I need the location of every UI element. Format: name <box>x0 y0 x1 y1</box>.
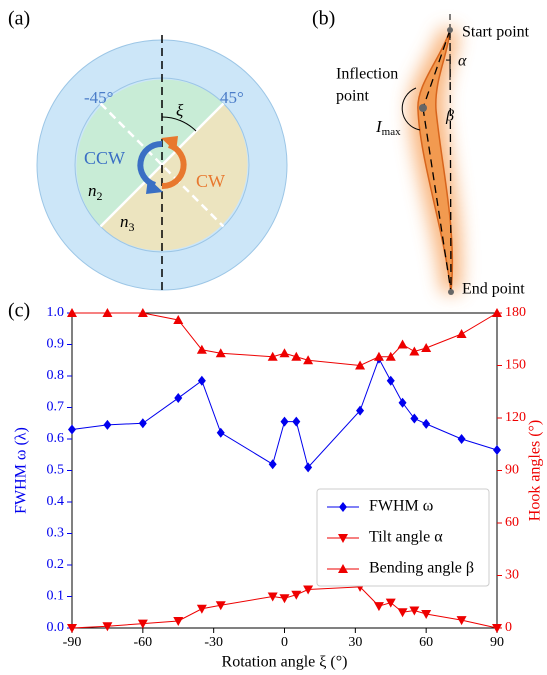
marker <box>458 434 466 444</box>
marker <box>493 445 501 455</box>
n3-sub: 3 <box>129 220 135 234</box>
marker <box>280 594 290 603</box>
series-line <box>72 587 497 628</box>
end-label: End point <box>462 281 525 298</box>
marker <box>197 605 207 614</box>
marker <box>303 355 313 364</box>
marker <box>269 459 277 469</box>
y-tick-label: 0.0 <box>47 620 65 635</box>
marker <box>457 329 467 338</box>
marker <box>139 418 147 428</box>
angle-label: 45° <box>220 88 244 107</box>
marker <box>409 347 419 356</box>
y-tick-label: 0.4 <box>47 494 65 509</box>
y-tick-label: 0.9 <box>47 337 65 352</box>
marker <box>398 608 408 617</box>
panel-label: (c) <box>8 300 30 322</box>
y-tick-label: 0.3 <box>47 526 65 541</box>
start-label: Start point <box>462 24 530 41</box>
marker <box>387 376 395 386</box>
y-tick-label: 1.0 <box>47 305 65 320</box>
y-tick-label: 0.7 <box>47 400 65 415</box>
x-tick-label: 60 <box>419 635 433 650</box>
n2-base: n <box>88 181 97 200</box>
figure: (a) -45° 45° ξ CCW CW n2 n3 (b) Start po… <box>0 0 547 675</box>
marker <box>422 419 430 429</box>
start-dot <box>447 27 453 33</box>
marker <box>303 586 313 595</box>
marker <box>291 352 301 361</box>
marker <box>291 591 301 600</box>
marker <box>174 393 182 403</box>
beta-label: β <box>445 108 454 125</box>
y2-tick-label: 120 <box>505 410 526 425</box>
y-tick-label: 0.8 <box>47 368 65 383</box>
alpha-label: α <box>458 53 467 70</box>
inflection-label: Inflection <box>336 66 398 83</box>
y2-tick-label: 180 <box>505 305 526 320</box>
n3-base: n <box>120 212 129 231</box>
marker <box>281 417 289 427</box>
marker <box>103 420 111 430</box>
series-line <box>72 313 497 366</box>
angle-label: -45° <box>84 88 113 107</box>
chart: -90 -60 -30 0 30 60 90 0.0 0.1 0.2 0.3 0.4 0.5 0.6 0.7… <box>13 305 544 670</box>
marker <box>374 602 384 611</box>
cw-label: CW <box>196 171 225 191</box>
y-tick-label: 0.1 <box>47 589 65 604</box>
legend-label: FWHM ω <box>369 498 433 515</box>
x-tick-label: -90 <box>63 635 82 650</box>
panel-label: (b) <box>312 8 335 30</box>
y2-tick-label: 60 <box>505 515 519 530</box>
ccw-label: CCW <box>84 148 125 168</box>
y2-axis-label: Hook angles (°) <box>527 420 544 521</box>
marker <box>68 425 76 435</box>
xi-label: ξ <box>176 101 184 120</box>
y2-tick-label: 150 <box>505 358 526 373</box>
x-tick-label: -30 <box>204 635 223 650</box>
marker <box>280 348 290 357</box>
y-axis-label: FWHM ω (λ) <box>13 427 30 514</box>
x-axis-label: Rotation angle ξ (°) <box>222 654 348 671</box>
marker <box>386 599 396 608</box>
panel-a: (a) -45° 45° ξ CCW CW n2 n3 <box>8 8 287 292</box>
imax-label: Imax <box>375 117 401 138</box>
y2-tick-label: 0 <box>505 620 512 635</box>
x-tick-label: 0 <box>281 635 288 650</box>
marker <box>398 340 408 349</box>
x-tick-label: 90 <box>490 635 504 650</box>
marker <box>217 428 225 438</box>
y-tick-label: 0.6 <box>47 431 65 446</box>
x-tick-label: 30 <box>348 635 362 650</box>
inflection-dot <box>419 104 427 112</box>
inflection-label: point <box>336 88 369 105</box>
y2-tick-label: 30 <box>505 568 519 583</box>
panel-label: (a) <box>8 8 30 30</box>
imax-sub: max <box>382 126 401 138</box>
panel-b: (b) Start point Inflection point α β Ima… <box>312 8 530 298</box>
legend-label: Bending angle β <box>369 560 474 577</box>
end-dot <box>448 289 454 295</box>
marker <box>421 343 431 352</box>
series-line <box>72 359 497 468</box>
x-tick-label: -60 <box>133 635 152 650</box>
legend-label: Tilt angle α <box>369 529 443 546</box>
marker <box>292 417 300 427</box>
y2-tick-label: 90 <box>505 463 519 478</box>
y-tick-label: 0.5 <box>47 463 65 478</box>
n2-sub: 2 <box>97 189 103 203</box>
y-tick-label: 0.2 <box>47 557 65 572</box>
marker <box>198 376 206 386</box>
